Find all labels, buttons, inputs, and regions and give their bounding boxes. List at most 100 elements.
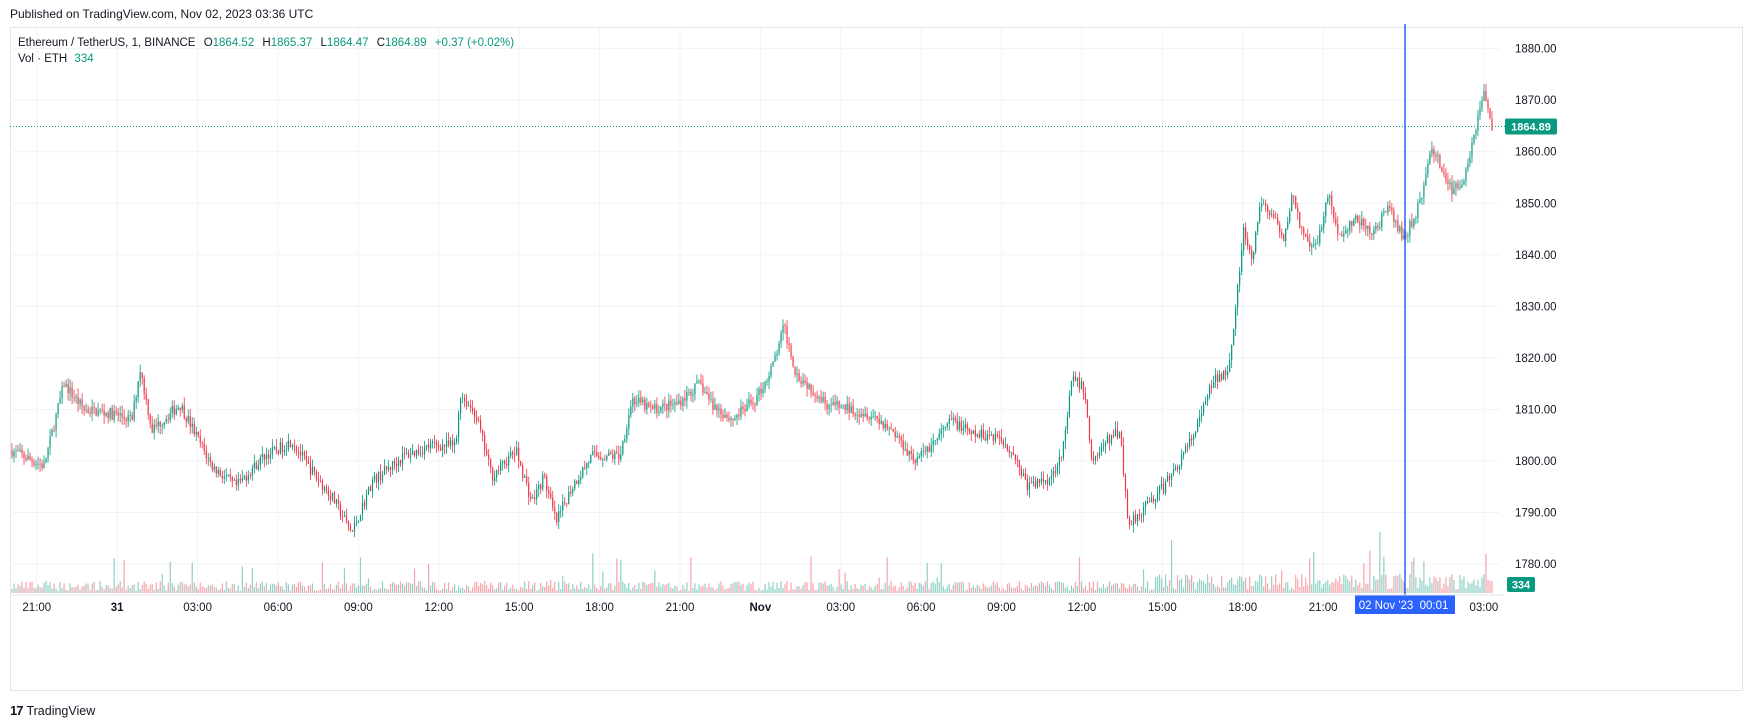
candle-body [546, 475, 548, 491]
candle-body [694, 383, 696, 395]
candle-body [800, 381, 802, 384]
candle-body [1190, 438, 1193, 441]
volume-bar [980, 589, 982, 593]
candle-body [460, 398, 462, 414]
volume-bar [492, 585, 494, 593]
candle-body [199, 435, 201, 443]
candle-body [522, 465, 524, 478]
volume-bar [1351, 575, 1353, 593]
volume-bar [1437, 580, 1439, 593]
candle-body [55, 414, 57, 431]
candle-body [608, 452, 610, 456]
candle-body [576, 481, 578, 485]
candle-body [664, 403, 666, 405]
volume-bar [1108, 581, 1111, 593]
candle-body [1030, 482, 1032, 484]
candle-body [778, 343, 780, 354]
tradingview-logo[interactable]: 17 TradingView [10, 703, 95, 718]
candle-body [1273, 214, 1275, 218]
volume-bar [996, 582, 998, 593]
candle-body [540, 484, 542, 489]
candle-body [379, 471, 382, 481]
candle-body [1245, 227, 1247, 239]
candle-body [1263, 203, 1265, 205]
volume-bar [666, 583, 668, 593]
chart-legend: Ethereum / TetherUS, 1, BINANCE O1864.52… [18, 35, 514, 67]
candle-body [904, 448, 906, 450]
candle-body [119, 413, 121, 416]
volume-bar [804, 582, 806, 593]
volume-bar [874, 585, 876, 593]
volume-bar [944, 588, 946, 593]
price-axis[interactable]: 1780.001790.001800.001810.001820.001830.… [1515, 44, 1557, 571]
candle-body [1297, 208, 1299, 213]
candle-body [193, 423, 195, 435]
volume-bar [654, 570, 656, 593]
volume-bar [1094, 589, 1097, 593]
volume-bar [990, 585, 992, 593]
candle-body [630, 406, 632, 416]
price-tick-label: 1800.00 [1515, 456, 1557, 468]
volume-bar [313, 590, 316, 593]
volume-bar [1407, 588, 1409, 593]
volume-bar [880, 589, 882, 593]
volume-bar [784, 583, 786, 593]
candle-body [972, 430, 974, 434]
published-caption: Published on TradingView.com, Nov 02, 20… [10, 7, 314, 21]
candle-body [1006, 444, 1008, 450]
volume-bar [47, 585, 49, 593]
volume-label[interactable]: Vol · ETH [18, 53, 68, 65]
volume-bar [1014, 587, 1016, 593]
volume-bar [1403, 581, 1405, 593]
candle-body [686, 392, 688, 401]
candle-body [395, 464, 398, 467]
volume-bar [1489, 580, 1491, 593]
volume-bar [1439, 577, 1441, 593]
candle-body [704, 391, 706, 393]
candle-body [820, 397, 822, 402]
volume-bar [966, 589, 968, 593]
time-axis[interactable]: 21:00 31 03:00 06:00 09:00 12:00 15:00 18:00 21:… [22, 602, 1498, 614]
candle-body [1046, 480, 1049, 485]
volume-bar [1020, 587, 1022, 593]
candle-body [940, 429, 942, 434]
tradingview-logo-icon: 17 [10, 703, 24, 718]
candle-body [123, 416, 125, 420]
candle-body [319, 480, 322, 482]
volume-bar [676, 586, 678, 593]
volume-bar [165, 590, 167, 593]
candle-body [1323, 216, 1325, 228]
candle-body [117, 412, 119, 416]
chart-frame [10, 27, 1743, 691]
volume-bar [1219, 587, 1221, 593]
candle-body [908, 450, 910, 456]
volume-bar [1054, 582, 1057, 593]
volume-bar [187, 586, 189, 593]
volume-bar [267, 590, 269, 593]
volume-bar [363, 585, 366, 593]
candle-body [443, 444, 446, 447]
symbol-title[interactable]: Ethereum / TetherUS, 1, BINANCE [18, 37, 196, 49]
candle-body [217, 470, 219, 474]
volume-bar [403, 585, 406, 593]
volume-bar [636, 589, 638, 593]
volume-bar [1297, 579, 1299, 593]
candle-body [978, 434, 980, 438]
volume-bar [171, 582, 173, 593]
candle-body [508, 456, 510, 466]
candle-body [1437, 155, 1439, 157]
candle-body [411, 450, 414, 455]
candle-body [343, 515, 346, 517]
volume-bar [608, 583, 610, 593]
volume-bar [425, 590, 428, 593]
volume-bar [383, 588, 386, 593]
candle-body [906, 448, 908, 456]
volume-bar [243, 586, 245, 593]
candle-body [1327, 197, 1329, 203]
candle-body [1066, 417, 1069, 430]
candle-body [1345, 230, 1347, 234]
candle-body [369, 486, 372, 492]
volume-bar [375, 590, 378, 593]
volume-bar [726, 588, 728, 593]
